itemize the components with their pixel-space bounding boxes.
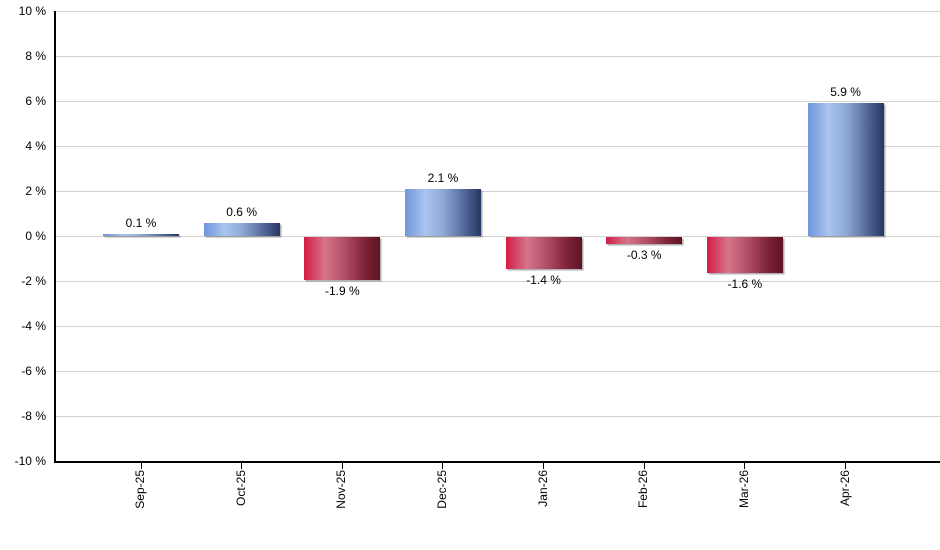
bar-Sep-25[interactable] xyxy=(103,233,179,236)
gridline xyxy=(54,55,940,57)
x-axis-label: Sep-25 xyxy=(133,470,147,509)
x-axis-tick xyxy=(643,463,645,469)
bar-Jan-26[interactable] xyxy=(505,237,582,269)
x-axis-tick xyxy=(744,463,746,469)
y-axis-tick-label: 8 % xyxy=(25,49,46,63)
gridline xyxy=(54,190,940,192)
bar-value-label: -1.9 % xyxy=(324,283,360,298)
bar-Feb-26[interactable] xyxy=(606,237,683,244)
bar-value-label: 0.1 % xyxy=(125,215,157,230)
y-axis-tick-label: 4 % xyxy=(25,139,46,153)
bar-value-label: -0.3 % xyxy=(626,247,662,262)
x-axis-tick xyxy=(241,463,243,469)
x-axis-label: Dec-25 xyxy=(434,470,449,509)
gridline xyxy=(54,100,940,102)
x-axis-label: Oct-25 xyxy=(233,470,248,507)
bar-Apr-26[interactable] xyxy=(807,103,884,236)
gridline xyxy=(54,145,940,147)
gridline xyxy=(54,280,940,282)
bar-value-label: 2.1 % xyxy=(427,170,459,185)
x-axis-tick xyxy=(543,463,545,469)
y-axis-tick-label: -6 % xyxy=(21,364,46,378)
y-axis-tick-label: -10 % xyxy=(14,454,46,468)
y-axis-tick-label: -8 % xyxy=(21,409,46,423)
gridline xyxy=(54,325,940,327)
y-axis-tick-label: 2 % xyxy=(25,184,46,198)
y-axis-tick-label: 0 % xyxy=(25,229,46,243)
bar-value-label: 0.6 % xyxy=(226,204,257,219)
y-axis-tick-label: 10 % xyxy=(18,4,46,18)
y-axis-tick-label: -2 % xyxy=(21,274,46,288)
x-axis xyxy=(54,461,940,463)
bar-Oct-25[interactable] xyxy=(203,222,280,236)
x-axis-tick xyxy=(341,463,343,469)
y-axis xyxy=(54,11,56,463)
bar-value-label: -1.6 % xyxy=(727,277,763,291)
x-axis-tick xyxy=(442,463,444,469)
y-axis-tick-label: 6 % xyxy=(25,94,46,108)
x-axis-label: Apr-26 xyxy=(837,470,852,507)
x-axis-tick xyxy=(845,463,847,469)
bar-Mar-26[interactable] xyxy=(706,237,783,273)
y-axis-tick-label: -4 % xyxy=(21,319,46,333)
bar-Nov-25[interactable] xyxy=(304,237,381,280)
gridline xyxy=(54,10,940,12)
bar-Dec-25[interactable] xyxy=(404,188,481,236)
gridline xyxy=(54,415,940,417)
x-axis-tick xyxy=(140,463,142,469)
bar-value-label: 5.9 % xyxy=(830,85,861,100)
x-axis-label: Mar-26 xyxy=(736,470,751,509)
gridline xyxy=(54,370,940,372)
gridline xyxy=(54,235,940,237)
x-axis-label: Jan-26 xyxy=(535,470,550,507)
x-axis-label: Nov-25 xyxy=(334,470,349,509)
x-axis-label: Feb-26 xyxy=(636,470,651,509)
bar-value-label: -1.4 % xyxy=(526,272,561,287)
